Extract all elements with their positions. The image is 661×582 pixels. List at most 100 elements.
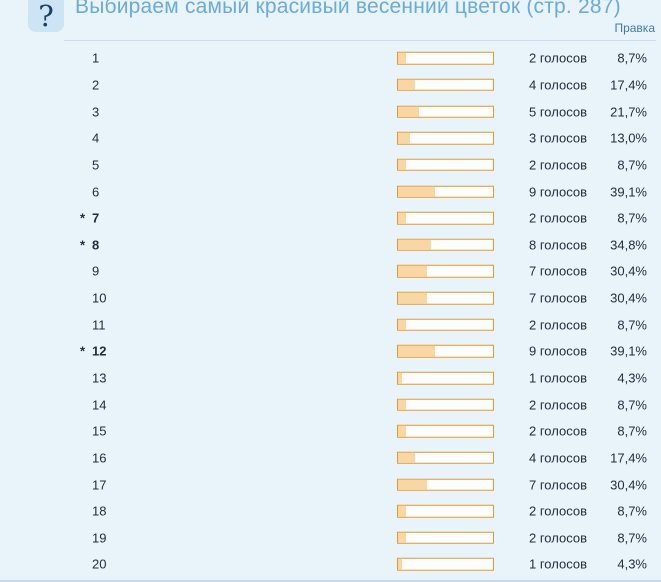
option-label: 3 — [80, 104, 99, 119]
poll-row: * 12 9 голосов 39,1% — [0, 338, 661, 365]
row-votes: 8 голосов — [529, 237, 587, 253]
row-number: 2 — [92, 77, 100, 93]
row-percent: 30,4% — [610, 290, 647, 306]
row-number: 19 — [92, 530, 107, 546]
vote-bar — [397, 398, 494, 411]
row-votes: 2 голосов — [529, 50, 587, 66]
row-number: 7 — [92, 210, 100, 226]
poll-row: 13 1 голосов 4,3% — [0, 365, 661, 392]
row-votes: 2 голосов — [529, 423, 587, 439]
vote-bar — [397, 318, 494, 331]
poll-row: 2 4 голосов 17,4% — [0, 72, 661, 99]
row-votes: 4 голосов — [529, 450, 587, 466]
row-number: 8 — [92, 237, 100, 253]
vote-bar — [397, 105, 494, 118]
row-percent: 8,7% — [617, 157, 647, 173]
row-percent: 8,7% — [617, 50, 647, 66]
vote-bar — [397, 78, 494, 92]
row-percent: 17,4% — [610, 77, 647, 93]
row-number: 6 — [92, 184, 100, 200]
option-label: 4 — [80, 131, 99, 146]
option-label: 14 — [80, 397, 106, 412]
poll-icon: ? — [28, 0, 64, 32]
row-number: 5 — [92, 157, 100, 173]
row-votes: 2 голосов — [529, 210, 587, 226]
row-percent: 8,7% — [617, 317, 647, 333]
poll-row: 9 7 голосов 30,4% — [0, 258, 661, 285]
row-percent: 4,3% — [617, 556, 647, 572]
vote-bar-fill — [398, 479, 427, 490]
poll-row: * 7 2 голосов 8,7% — [0, 205, 661, 232]
row-votes: 7 голосов — [529, 290, 587, 306]
row-number: 1 — [92, 50, 100, 66]
row-votes: 2 голосов — [529, 530, 587, 546]
row-percent: 21,7% — [610, 104, 647, 120]
option-label: 10 — [80, 291, 106, 306]
row-percent: 17,4% — [610, 450, 647, 466]
row-votes: 9 голосов — [529, 343, 587, 359]
row-number: 13 — [92, 370, 107, 386]
bottom-divider — [0, 580, 661, 582]
vote-bar-fill — [398, 212, 407, 224]
vote-bar-fill — [398, 505, 407, 517]
row-number: 20 — [92, 556, 107, 572]
row-number: 18 — [92, 503, 107, 519]
poll-rows: 1 2 голосов 8,7% 2 4 голосов 17,4% 3 5 г… — [0, 45, 661, 578]
vote-bar — [397, 531, 494, 545]
row-percent: 8,7% — [617, 397, 647, 413]
vote-bar-fill — [398, 319, 407, 330]
row-votes: 1 голосов — [529, 556, 587, 572]
option-label: * 8 — [80, 237, 99, 252]
row-votes: 1 голосов — [529, 370, 587, 386]
vote-bar — [397, 451, 494, 465]
row-number: 15 — [92, 423, 107, 439]
row-percent: 30,4% — [610, 477, 647, 493]
option-label: 18 — [80, 504, 106, 519]
vote-bar-fill — [398, 266, 427, 277]
row-number: 12 — [92, 343, 107, 359]
vote-bar-fill — [398, 372, 403, 384]
vote-bar — [397, 265, 494, 278]
row-percent: 13,0% — [610, 130, 647, 146]
vote-bar-fill — [398, 132, 411, 144]
vote-bar — [397, 504, 494, 518]
page-title: Выбираем самый красивый весенний цветок … — [75, 0, 621, 18]
question-mark-icon: ? — [38, 0, 54, 33]
star-marker: * — [80, 210, 86, 226]
row-number: 3 — [92, 104, 100, 120]
option-label: 6 — [80, 184, 99, 199]
row-percent: 4,3% — [617, 370, 647, 386]
vote-bar — [397, 158, 494, 172]
vote-bar-fill — [398, 106, 419, 117]
row-percent: 34,8% — [610, 237, 647, 253]
option-label: 9 — [80, 264, 99, 279]
row-votes: 5 голосов — [529, 104, 587, 120]
poll-row: 5 2 голосов 8,7% — [0, 152, 661, 179]
vote-bar — [397, 371, 494, 385]
poll-row: 16 4 голосов 17,4% — [0, 445, 661, 472]
row-votes: 2 голосов — [529, 157, 587, 173]
header-divider — [64, 40, 656, 41]
poll-row: 6 9 голосов 39,1% — [0, 178, 661, 205]
option-label: 1 — [80, 51, 99, 66]
row-votes: 4 голосов — [529, 77, 587, 93]
row-votes: 2 голосов — [529, 317, 587, 333]
option-label: * 12 — [80, 344, 106, 359]
row-number: 4 — [92, 130, 100, 146]
row-percent: 39,1% — [610, 343, 647, 359]
edit-link[interactable]: Правка — [614, 21, 655, 35]
vote-bar — [397, 558, 494, 571]
poll-row: 14 2 голосов 8,7% — [0, 391, 661, 418]
vote-bar-fill — [398, 452, 415, 464]
row-percent: 8,7% — [617, 530, 647, 546]
row-votes: 3 голосов — [529, 130, 587, 146]
row-votes: 2 голосов — [529, 503, 587, 519]
vote-bar — [397, 131, 494, 145]
vote-bar-fill — [398, 159, 407, 171]
poll-row: 17 7 голосов 30,4% — [0, 471, 661, 498]
vote-bar-fill — [398, 532, 407, 544]
row-percent: 39,1% — [610, 184, 647, 200]
poll-row: 10 7 голосов 30,4% — [0, 285, 661, 312]
vote-bar-fill — [398, 292, 427, 304]
vote-bar — [397, 345, 494, 358]
